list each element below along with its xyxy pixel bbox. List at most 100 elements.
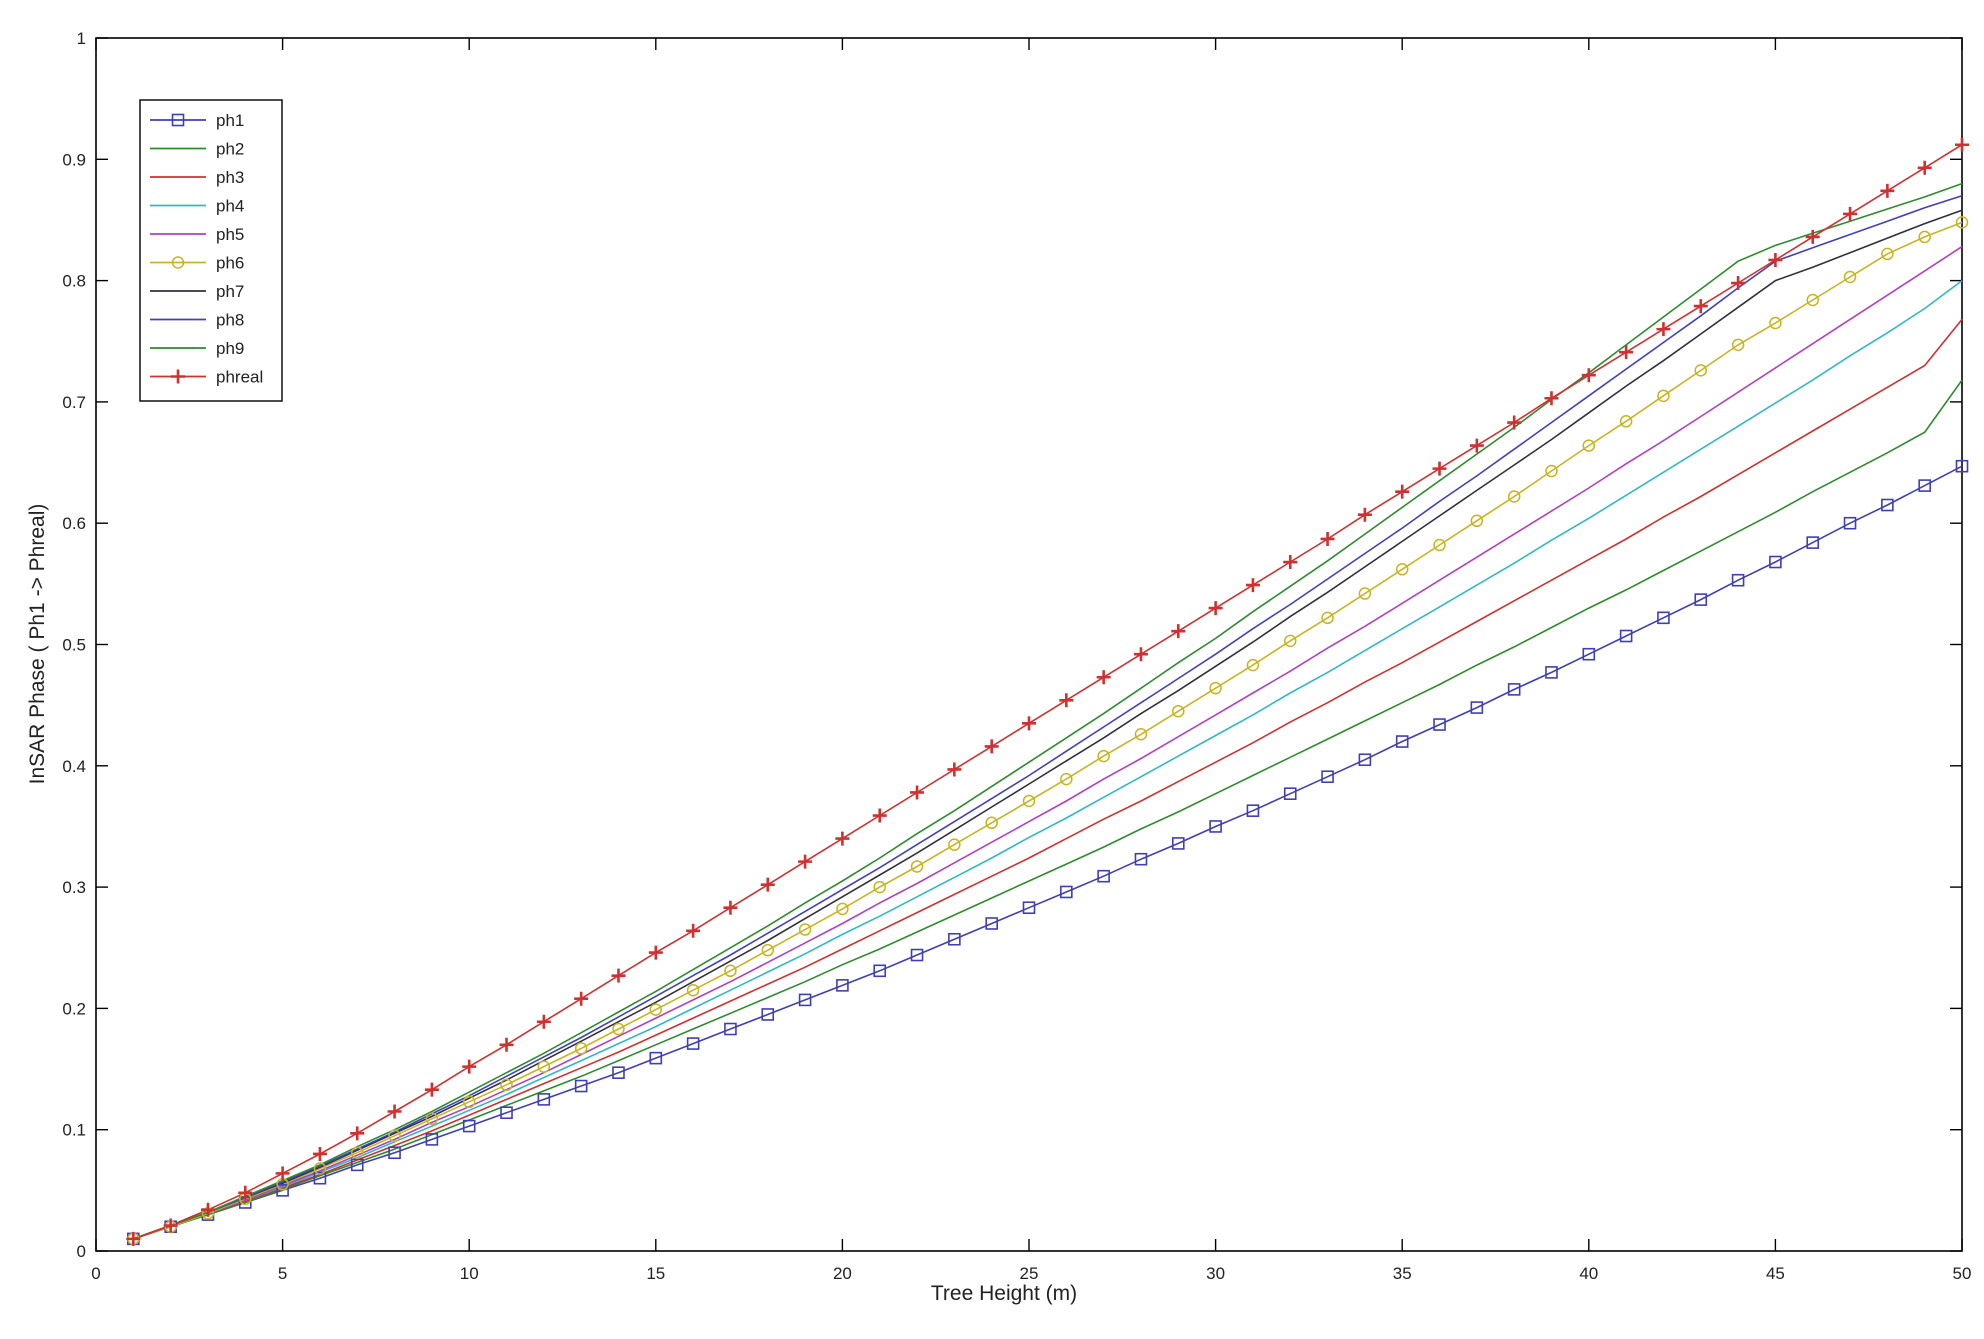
y-axis-label: InSAR Phase ( Ph1 -> Phreal) (26, 504, 49, 785)
data-point-phreal (387, 1104, 402, 1119)
data-point-phreal (536, 1014, 551, 1029)
data-point-ph6 (761, 943, 775, 957)
data-point-phreal (1656, 322, 1671, 337)
data-point-ph1 (1283, 787, 1297, 800)
y-tick-label: 0 (77, 1242, 86, 1261)
x-tick-label: 25 (1020, 1264, 1039, 1283)
data-point-ph1 (612, 1066, 625, 1079)
data-point-phreal (984, 739, 999, 754)
data-point-ph1 (1769, 555, 1782, 569)
data-point-phreal (350, 1126, 365, 1141)
data-point-ph1 (1955, 459, 1969, 473)
data-point-phreal (1171, 624, 1186, 639)
data-point-ph1 (724, 1022, 737, 1036)
data-point-phreal (1395, 484, 1410, 499)
data-point-ph1 (1545, 666, 1558, 679)
data-point-ph1 (1657, 611, 1670, 625)
data-point-ph1 (686, 1037, 700, 1050)
data-point-ph6 (537, 1060, 551, 1073)
x-tick-label: 10 (460, 1264, 479, 1283)
data-point-ph6 (388, 1129, 401, 1143)
x-tick-label: 40 (1579, 1264, 1598, 1283)
data-point-ph1 (1060, 885, 1073, 899)
data-point-ph6 (1769, 316, 1782, 330)
y-tick-label: 0.4 (62, 757, 86, 776)
data-point-ph1 (1246, 804, 1260, 817)
data-point-ph6 (686, 983, 700, 997)
data-point-ph6 (724, 964, 737, 978)
data-point-phreal (1843, 206, 1858, 221)
data-point-ph6 (1060, 772, 1073, 786)
data-point-ph1 (537, 1093, 551, 1106)
data-point-phreal (1357, 507, 1372, 522)
legend-label: ph7 (216, 282, 244, 301)
legend-label: ph9 (216, 339, 244, 358)
data-point-phreal (872, 808, 887, 823)
legend-label: ph1 (216, 111, 244, 130)
axis-ticks: 0 5 10 15 20 25 30 35 40 45 50 0 0.1 0.2 0.3 0.4 0.5 0.6 0… (62, 29, 1971, 1283)
data-point-ph6 (313, 1162, 327, 1175)
data-point-phreal (1693, 299, 1708, 314)
data-point-phreal (835, 831, 850, 846)
data-point-ph1 (1470, 701, 1484, 714)
x-tick-label: 20 (833, 1264, 852, 1283)
data-point-phreal (499, 1037, 514, 1052)
data-point-ph1 (1433, 718, 1446, 731)
data-point-ph1 (276, 1184, 289, 1197)
series-line-ph8 (133, 194, 1963, 1240)
data-point-phreal (574, 991, 589, 1006)
data-point-ph1 (350, 1158, 364, 1172)
data-point-ph1 (836, 979, 849, 992)
data-point-phreal (760, 877, 775, 892)
data-point-ph6 (1545, 464, 1558, 478)
y-tick-label: 0.2 (62, 999, 86, 1018)
data-point-phreal (798, 854, 813, 869)
data-point-ph6 (1321, 611, 1334, 625)
x-tick-label: 35 (1393, 1264, 1412, 1283)
data-point-phreal (1731, 276, 1746, 291)
data-point-phreal (1208, 601, 1223, 616)
data-point-ph6 (500, 1078, 513, 1092)
data-point-ph6 (1022, 794, 1036, 808)
data-point-ph6 (1731, 338, 1745, 352)
data-point-phreal (947, 762, 962, 777)
data-point-ph6 (798, 923, 812, 936)
legend: ph1 ph2 ph3 ph4 ph5 ph6 ph7 ph8 ph9 phreal (139, 99, 283, 402)
data-point-ph6 (1395, 563, 1409, 576)
data-point-ph1 (1209, 820, 1222, 833)
data-point-ph6 (1433, 538, 1446, 552)
x-tick-label: 15 (646, 1264, 665, 1283)
data-point-ph6 (1881, 247, 1894, 261)
data-point-ph6 (1507, 490, 1521, 503)
data-point-ph6 (462, 1095, 476, 1109)
legend-marker-ph6 (171, 256, 185, 269)
data-point-phreal (1507, 415, 1522, 430)
data-point-phreal (275, 1166, 290, 1181)
data-point-ph6 (910, 860, 924, 873)
data-point-ph1 (500, 1106, 513, 1120)
legend-label: ph4 (216, 197, 244, 216)
series-line-ph3 (133, 318, 1963, 1240)
data-point-ph6 (1955, 216, 1969, 229)
data-point-ph1 (761, 1008, 775, 1021)
legend-label: ph6 (216, 254, 244, 273)
data-point-phreal (163, 1218, 178, 1233)
data-point-phreal (1544, 391, 1559, 406)
data-point-ph1 (462, 1119, 476, 1133)
data-point-phreal (1283, 555, 1298, 570)
data-point-phreal (1432, 461, 1447, 476)
series-lines (133, 144, 1963, 1240)
data-point-ph1 (1358, 753, 1372, 767)
data-point-ph1 (1134, 852, 1148, 866)
data-point-ph1 (1918, 479, 1931, 492)
data-point-phreal (1320, 531, 1335, 546)
data-point-phreal (1469, 438, 1484, 453)
x-tick-label: 30 (1206, 1264, 1225, 1283)
data-point-ph1 (873, 964, 887, 978)
data-point-ph1 (425, 1133, 439, 1146)
data-point-ph6 (1582, 439, 1596, 452)
y-tick-label: 0.1 (62, 1121, 86, 1140)
data-point-ph6 (1694, 364, 1708, 377)
data-point-phreal (611, 968, 626, 983)
y-tick-label: 0.6 (62, 514, 86, 533)
